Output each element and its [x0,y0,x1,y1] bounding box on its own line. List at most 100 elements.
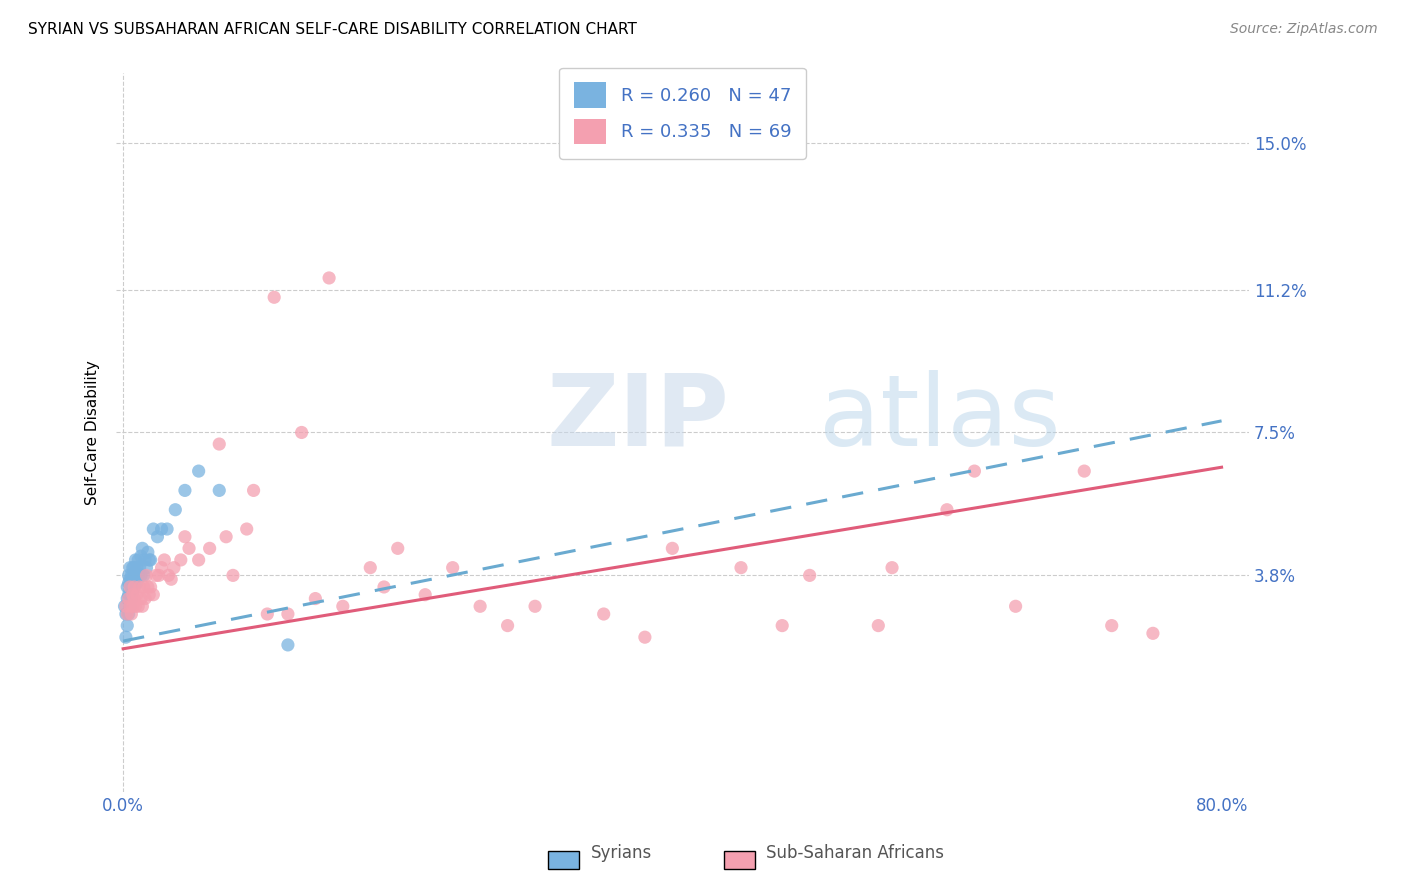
Point [120,607,142,621]
Point [163,560,186,574]
Point [120,591,142,606]
Point [121,599,143,614]
Point [868,618,890,632]
Point [125,576,148,591]
Point [332,599,354,614]
Point [139,553,162,567]
Point [117,618,139,632]
Point [122,560,145,574]
Point [145,568,167,582]
Point [799,568,821,582]
Y-axis label: Self-Care Disability: Self-Care Disability [86,360,100,505]
Point [730,560,752,574]
Point [413,588,436,602]
Point [661,541,683,556]
Point [524,599,547,614]
Point [127,599,149,614]
Point [150,560,173,574]
Point [1073,464,1095,478]
Point [115,599,138,614]
Point [496,618,519,632]
Point [277,607,299,621]
Point [118,560,141,574]
Point [187,553,209,567]
Point [114,599,136,614]
Point [139,580,162,594]
Point [880,560,903,574]
Point [138,553,160,567]
Point [131,599,153,614]
Point [120,580,142,594]
Point [634,630,657,644]
Point [132,580,155,594]
Point [359,560,381,574]
Point [118,588,141,602]
Point [142,522,165,536]
Point [936,502,959,516]
Point [174,530,197,544]
Point [117,576,139,591]
Point [117,607,139,621]
Point [160,572,183,586]
Point [136,545,159,559]
Text: Syrians: Syrians [591,844,652,862]
Point [157,568,180,582]
Point [134,553,156,567]
Point [118,599,141,614]
Point [128,560,150,574]
Point [165,502,187,516]
Point [170,553,193,567]
Point [304,591,326,606]
Point [174,483,197,498]
Point [291,425,314,440]
Point [148,568,170,582]
Point [263,290,285,304]
Text: Source: ZipAtlas.com: Source: ZipAtlas.com [1230,22,1378,37]
Point [134,591,156,606]
Point [441,560,464,574]
Point [129,568,152,582]
Point [963,464,986,478]
Point [256,607,278,621]
Point [242,483,264,498]
Point [318,271,340,285]
Point [121,583,143,598]
Point [122,580,145,594]
Point [117,568,139,582]
Point [142,588,165,602]
Point [468,599,491,614]
Point [770,618,793,632]
Point [117,591,139,606]
Point [135,560,157,574]
Point [117,607,139,621]
Point [222,568,245,582]
Point [122,580,145,594]
Point [153,553,176,567]
Point [117,580,139,594]
Point [150,522,173,536]
Point [118,572,141,586]
Point [121,588,143,602]
Point [118,599,141,614]
Point [592,607,614,621]
Point [124,572,146,586]
Point [127,553,149,567]
Point [373,580,395,594]
Text: ZIP: ZIP [547,369,730,467]
Point [1101,618,1123,632]
Point [208,483,231,498]
Point [121,572,143,586]
Text: atlas: atlas [818,369,1060,467]
Point [1004,599,1026,614]
Point [122,591,145,606]
Point [277,638,299,652]
Point [132,568,155,582]
Text: SYRIAN VS SUBSAHARAN AFRICAN SELF-CARE DISABILITY CORRELATION CHART: SYRIAN VS SUBSAHARAN AFRICAN SELF-CARE D… [28,22,637,37]
Point [118,580,141,594]
Point [127,568,149,582]
Point [156,522,179,536]
Point [177,541,200,556]
Text: Sub-Saharan Africans: Sub-Saharan Africans [766,844,945,862]
Point [187,464,209,478]
Point [125,560,148,574]
